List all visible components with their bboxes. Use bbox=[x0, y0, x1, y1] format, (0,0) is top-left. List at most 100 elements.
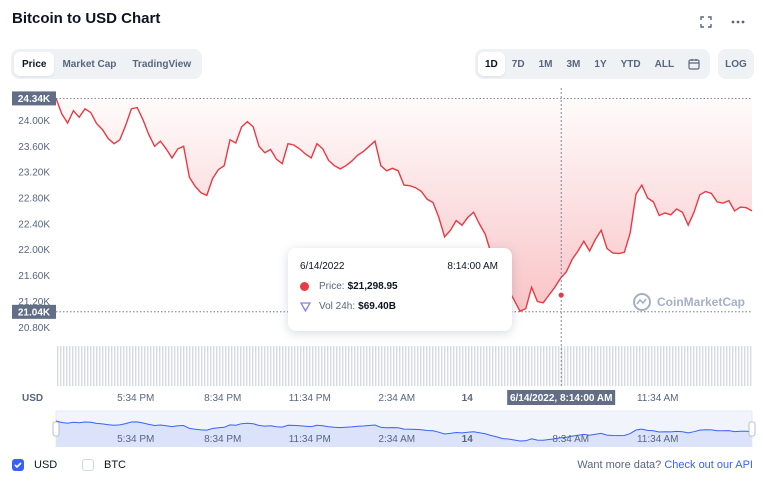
volume-bar bbox=[363, 346, 365, 386]
volume-bar bbox=[486, 346, 488, 386]
volume-bar bbox=[339, 346, 341, 386]
volume-bar bbox=[555, 346, 557, 386]
usd-toggle[interactable]: USD bbox=[12, 459, 57, 471]
volume-bar bbox=[105, 346, 107, 386]
volume-bar bbox=[99, 346, 101, 386]
volume-bar bbox=[336, 346, 338, 386]
expand-icon[interactable] bbox=[696, 12, 716, 32]
volume-bar bbox=[120, 346, 122, 386]
btc-checkbox[interactable] bbox=[82, 459, 94, 471]
volume-bar bbox=[324, 346, 326, 386]
volume-bar bbox=[600, 346, 602, 386]
navigator-right-handle[interactable] bbox=[748, 421, 756, 437]
price-line bbox=[55, 98, 753, 313]
volume-bar bbox=[435, 346, 437, 386]
volume-bar bbox=[186, 346, 188, 386]
volume-bar bbox=[174, 346, 176, 386]
volume-bar bbox=[564, 346, 566, 386]
volume-bar bbox=[594, 346, 596, 386]
y-tick-label: 22.00K bbox=[18, 245, 50, 256]
log-scale-button[interactable]: LOG bbox=[718, 49, 754, 79]
navigator-left-handle[interactable] bbox=[52, 421, 60, 437]
volume-bar bbox=[495, 346, 497, 386]
navigator-tick-label: 2:34 AM bbox=[378, 434, 415, 445]
low-value-badge bbox=[12, 304, 56, 319]
tooltip-vol-value: $69.40B bbox=[358, 301, 396, 312]
volume-bar bbox=[270, 346, 272, 386]
volume-bar bbox=[126, 346, 128, 386]
volume-bar bbox=[615, 346, 617, 386]
volume-bar bbox=[738, 346, 740, 386]
range-navigator[interactable]: 5:34 PM 8:34 PM 11:34 PM 2:34 AM 14 8:34 AM 11… bbox=[0, 405, 769, 447]
volume-bar bbox=[576, 346, 578, 386]
y-tick-label: 22.40K bbox=[18, 219, 50, 230]
volume-bar bbox=[480, 346, 482, 386]
volume-bar bbox=[648, 346, 650, 386]
volume-bar bbox=[267, 346, 269, 386]
volume-bar bbox=[453, 346, 455, 386]
range-tab-7d[interactable]: 7D bbox=[511, 58, 525, 70]
range-tab-1m[interactable]: 1M bbox=[538, 58, 553, 70]
volume-bar bbox=[192, 346, 194, 386]
volume-bar bbox=[507, 346, 509, 386]
volume-bar bbox=[570, 346, 572, 386]
volume-bar bbox=[426, 346, 428, 386]
coinmarketcap-logo-icon bbox=[633, 293, 651, 311]
volume-bar bbox=[306, 346, 308, 386]
volume-bar bbox=[303, 346, 305, 386]
volume-bar bbox=[579, 346, 581, 386]
volume-bar bbox=[366, 346, 368, 386]
volume-bar bbox=[399, 346, 401, 386]
more-horizontal-icon[interactable] bbox=[728, 12, 748, 32]
volume-bar bbox=[483, 346, 485, 386]
volume-bar bbox=[681, 346, 683, 386]
volume-bar bbox=[381, 346, 383, 386]
volume-bar bbox=[447, 346, 449, 386]
tab-tradingview[interactable]: TradingView bbox=[132, 58, 192, 70]
volume-bar bbox=[198, 346, 200, 386]
volume-bar bbox=[282, 346, 284, 386]
volume-bar bbox=[510, 346, 512, 386]
usd-label: USD bbox=[34, 459, 58, 471]
volume-bar bbox=[699, 346, 701, 386]
volume-bar bbox=[513, 346, 515, 386]
range-tab-1d[interactable]: 1D bbox=[478, 52, 505, 76]
more-data-text: Want more data? Check out our API bbox=[577, 459, 753, 471]
volume-bar bbox=[474, 346, 476, 386]
volume-bar bbox=[300, 346, 302, 386]
crosshair-badge bbox=[507, 390, 616, 405]
range-tab-ytd[interactable]: YTD bbox=[620, 58, 641, 70]
volume-bar bbox=[354, 346, 356, 386]
volume-bar bbox=[501, 346, 503, 386]
usd-checkbox[interactable] bbox=[12, 459, 24, 471]
volume-bar bbox=[135, 346, 137, 386]
tooltip-time: 8:14:00 AM bbox=[447, 261, 498, 272]
volume-bar bbox=[603, 346, 605, 386]
api-link[interactable]: Check out our API bbox=[664, 459, 753, 471]
range-tab-1y[interactable]: 1Y bbox=[594, 58, 607, 70]
volume-bar bbox=[318, 346, 320, 386]
volume-bar bbox=[414, 346, 416, 386]
axis-unit-label: USD bbox=[22, 393, 43, 404]
hover-point bbox=[557, 291, 565, 299]
volume-bar bbox=[468, 346, 470, 386]
volume-bar bbox=[309, 346, 311, 386]
range-tab-all[interactable]: ALL bbox=[654, 58, 675, 70]
range-tab-3m[interactable]: 3M bbox=[566, 58, 581, 70]
price-chart[interactable]: 24.00K 23.60K 23.20K 22.80K 22.40K 22.00K 21.6… bbox=[0, 88, 769, 406]
volume-bar bbox=[210, 346, 212, 386]
calendar-icon[interactable] bbox=[681, 52, 707, 76]
x-tick-label: 11:34 PM bbox=[289, 393, 331, 404]
btc-toggle[interactable]: BTC bbox=[82, 459, 126, 471]
volume-bar bbox=[213, 346, 215, 386]
tab-price[interactable]: Price bbox=[14, 52, 55, 76]
price-tooltip: 6/14/2022 8:14:00 AM Price: $21,298.95 V… bbox=[288, 248, 512, 331]
volume-bar bbox=[387, 346, 389, 386]
chart-title: Bitcoin to USD Chart bbox=[12, 10, 161, 27]
volume-bar bbox=[360, 346, 362, 386]
volume-bar bbox=[519, 346, 521, 386]
volume-bar bbox=[231, 346, 233, 386]
tab-market-cap[interactable]: Market Cap bbox=[62, 58, 117, 70]
volume-bar bbox=[621, 346, 623, 386]
view-tabs: Price Market Cap TradingView bbox=[11, 49, 203, 79]
